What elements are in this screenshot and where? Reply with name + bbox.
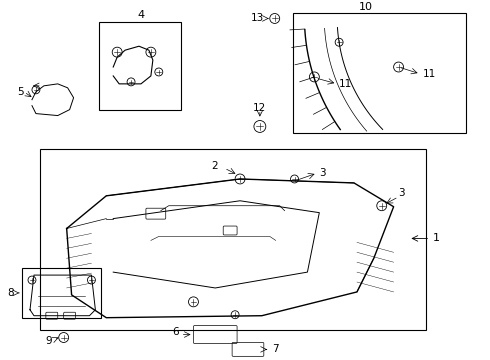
Text: 11: 11 <box>422 69 436 79</box>
Text: 7: 7 <box>272 345 278 354</box>
Bar <box>22 268 101 318</box>
Text: 4: 4 <box>137 9 145 19</box>
Text: 5: 5 <box>17 87 24 97</box>
Text: 11: 11 <box>339 79 352 89</box>
Text: 2: 2 <box>212 161 218 171</box>
Text: 1: 1 <box>433 233 440 243</box>
Bar <box>40 149 426 330</box>
Text: 6: 6 <box>172 327 179 337</box>
Bar <box>293 13 466 134</box>
Text: 9: 9 <box>45 337 52 346</box>
Text: 8: 8 <box>7 288 14 298</box>
Text: 3: 3 <box>398 188 405 198</box>
Text: 10: 10 <box>359 1 373 12</box>
Text: 13: 13 <box>250 13 264 23</box>
Text: 12: 12 <box>253 103 267 113</box>
Bar <box>99 22 181 110</box>
Text: 3: 3 <box>319 168 326 178</box>
